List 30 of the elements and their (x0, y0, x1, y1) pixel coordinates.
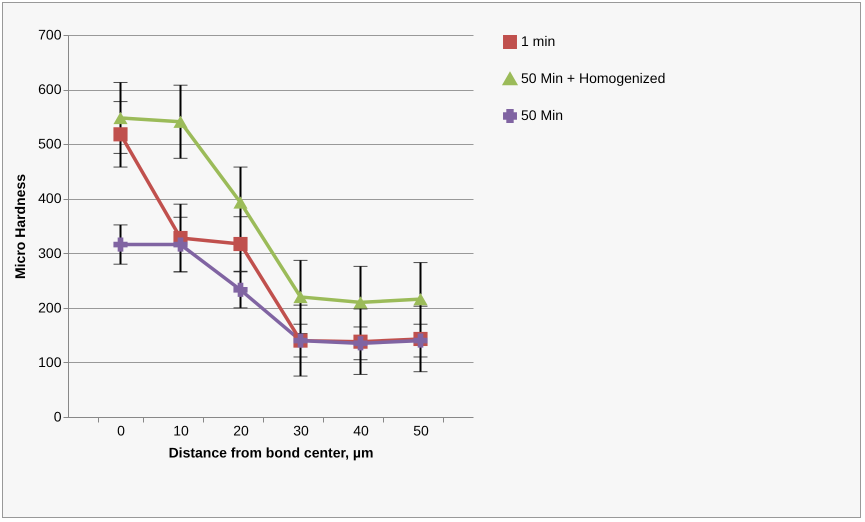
point (173, 237, 188, 252)
legend-label: 50 Min (521, 107, 564, 123)
y-tick-label: 200 (38, 299, 62, 316)
y-tick-label: 700 (38, 26, 62, 42)
legend-label: 1 min (521, 33, 556, 49)
y-tick-label: 600 (38, 81, 62, 98)
point (113, 237, 128, 252)
x-tick-label: 50 (413, 422, 429, 438)
point (233, 196, 248, 209)
y-tick-label: 400 (38, 190, 62, 206)
x-tick-label: 20 (233, 422, 249, 438)
y-axis-title: Micro Hardness (12, 174, 28, 280)
point (353, 296, 368, 309)
point (173, 116, 188, 128)
legend-label: 50 Min + Homogenized (521, 70, 666, 86)
x-tick-label: 40 (353, 422, 369, 438)
y-tick-label: 100 (38, 354, 62, 370)
point (413, 293, 428, 306)
point (233, 236, 248, 252)
x-tick-label: 30 (293, 422, 309, 438)
x-tick-label: 10 (173, 422, 189, 438)
point (293, 290, 308, 304)
point (233, 282, 248, 297)
x-tick-label: 0 (117, 422, 126, 438)
point (113, 112, 128, 124)
point (113, 127, 128, 142)
x-axis-title: Distance from bond center, µm (168, 444, 374, 460)
y-tick-label: 300 (38, 244, 62, 261)
y-tick-label: 0 (54, 408, 62, 424)
y-tick-label: 500 (38, 136, 62, 152)
